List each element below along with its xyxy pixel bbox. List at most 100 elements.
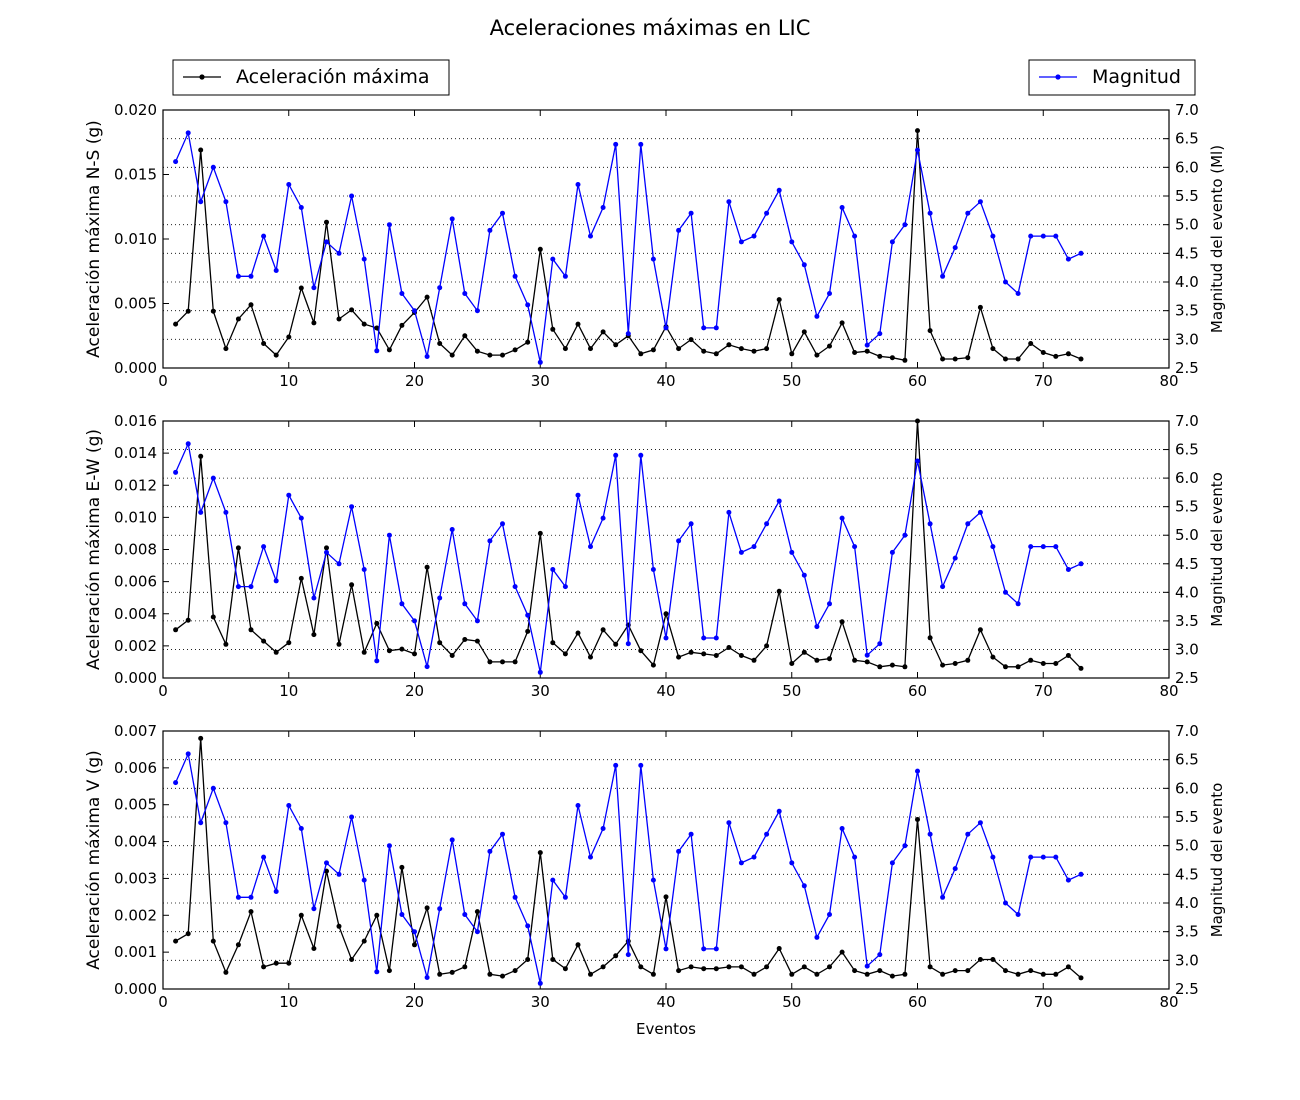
accel-point — [185, 617, 191, 623]
magnitude-point — [386, 532, 392, 538]
magnitude-point — [223, 509, 229, 515]
magnitude-point — [500, 210, 505, 216]
y2-tick-label: 6.0 — [1175, 469, 1199, 487]
accel-point — [902, 664, 908, 670]
magnitude-point — [210, 475, 216, 481]
magnitude-point — [361, 256, 367, 262]
accel-point — [173, 321, 179, 327]
magnitude-point — [1040, 854, 1046, 860]
magnitude-point — [827, 601, 832, 607]
magnitude-point — [1015, 912, 1021, 917]
magnitude-point — [726, 820, 732, 826]
magnitude-point — [210, 785, 216, 791]
magnitude-point — [940, 894, 946, 900]
accel-point — [789, 351, 795, 357]
accel-point — [814, 657, 820, 663]
accel-point — [638, 351, 644, 357]
magnitude-point — [474, 308, 480, 314]
accel-point — [789, 661, 795, 666]
accel-point — [977, 627, 983, 633]
x-axis-label: Eventos — [636, 1020, 696, 1038]
accel-point — [198, 147, 204, 153]
accel-point — [399, 864, 405, 870]
magnitude-point — [713, 325, 719, 331]
accel-point — [1003, 356, 1008, 362]
legend-magnitude-marker — [1055, 74, 1061, 80]
magnitude-point — [625, 952, 631, 958]
accel-point — [676, 654, 682, 660]
magnitude-point — [311, 285, 317, 291]
accel-point — [562, 651, 568, 657]
magnitude-point — [248, 894, 254, 900]
accel-point — [713, 351, 719, 357]
magnitude-point — [650, 256, 656, 262]
accel-point — [449, 969, 455, 975]
magnitude-point — [1040, 233, 1046, 239]
magnitude-point — [638, 141, 644, 147]
y2-tick-label: 3.5 — [1175, 302, 1199, 320]
magnitude-point — [1065, 877, 1071, 883]
accel-point — [198, 453, 204, 459]
magnitude-point — [500, 521, 505, 527]
accel-point — [1078, 975, 1084, 981]
y-tick-label: 0.010 — [114, 508, 157, 526]
accel-point — [437, 341, 443, 346]
magnitude-point — [361, 567, 367, 572]
accel-point — [399, 646, 405, 652]
x-tick-label: 40 — [656, 682, 675, 700]
magnitude-point — [814, 313, 820, 319]
y-tick-label: 0.008 — [114, 541, 157, 559]
accel-point — [361, 938, 367, 944]
accel-point — [764, 643, 770, 649]
magnitude-point — [437, 906, 443, 912]
accel-point — [902, 357, 908, 363]
accel-point — [852, 350, 858, 355]
magnitude-point — [726, 509, 732, 515]
y-tick-label: 0.002 — [114, 906, 157, 924]
accel-point — [286, 640, 292, 646]
magnitude-point — [688, 521, 694, 527]
accel-point — [889, 973, 895, 979]
magnitude-point — [374, 658, 380, 664]
accel-point — [852, 657, 858, 663]
magnitude-point — [386, 222, 392, 228]
accel-point — [713, 966, 719, 972]
accel-point — [1015, 664, 1021, 670]
accel-point — [701, 966, 707, 972]
accel-point — [286, 960, 292, 966]
accel-point — [701, 348, 707, 354]
magnitude-point — [412, 308, 417, 314]
y2-tick-label: 5.5 — [1175, 808, 1199, 826]
accel-point — [864, 659, 870, 665]
accel-point — [248, 302, 254, 308]
accel-point — [990, 957, 996, 962]
magnitude-point — [990, 854, 996, 860]
accel-point — [588, 654, 593, 660]
magnitude-point — [1053, 233, 1059, 239]
magnitude-point — [223, 820, 229, 826]
accel-point — [1028, 968, 1034, 974]
accel-point — [977, 957, 983, 962]
magnitude-point — [235, 894, 241, 900]
magnitude-point — [462, 912, 468, 917]
accel-point — [814, 971, 820, 977]
accel-point — [827, 656, 832, 662]
y-tick-label: 0.004 — [114, 833, 157, 851]
magnitude-point — [638, 762, 644, 768]
accel-point — [173, 938, 179, 944]
magnitude-point — [198, 199, 204, 205]
magnitude-point — [877, 641, 883, 647]
accel-point — [663, 894, 669, 900]
accel-point — [877, 968, 883, 974]
accel-point — [235, 545, 241, 551]
y2-tick-label: 4.5 — [1175, 865, 1199, 883]
accel-point — [1078, 665, 1084, 671]
magnitude-point — [349, 814, 355, 820]
accel-point — [600, 627, 606, 633]
magnitude-point — [625, 331, 631, 337]
accel-point — [889, 355, 895, 361]
accel-point — [462, 637, 468, 642]
accel-point — [412, 942, 417, 948]
x-tick-label: 80 — [1159, 372, 1178, 390]
